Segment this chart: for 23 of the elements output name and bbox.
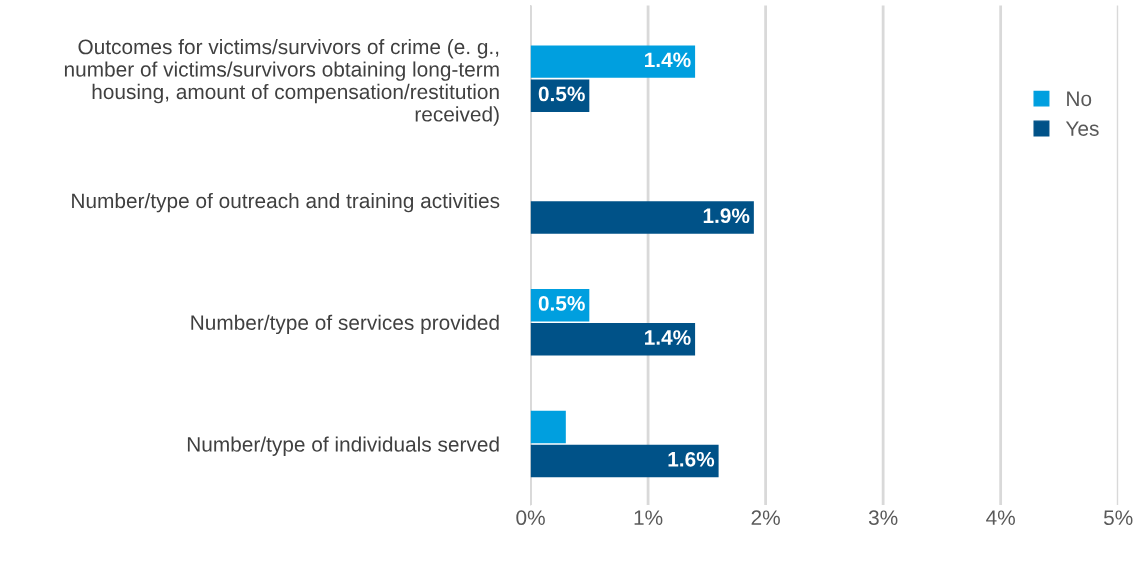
data-label: 0.5% [538, 296, 585, 311]
x-tick-label: 3% [868, 510, 898, 526]
y-tick-label: Number/type of services provided [191, 314, 499, 335]
bar [530, 444, 719, 478]
x-tick-label: 4% [986, 510, 1015, 525]
bar [530, 201, 754, 234]
legend-label: No [1067, 91, 1092, 107]
legend-label: Yes [1065, 121, 1099, 136]
bar [530, 323, 696, 356]
x-tick-label: 2% [751, 510, 780, 525]
y-tick-label: Outcomes for victims/survivors of crime (e. g., number of victims/survivors obtaining long-term housing, amount of compensation/restitution received) [64, 38, 499, 126]
x-tick-label: 1% [634, 510, 663, 525]
x-tick-label: 5% [1103, 510, 1133, 526]
data-label: 1.6% [668, 451, 715, 467]
data-label: 1.4% [645, 330, 691, 345]
bar [530, 410, 566, 444]
bar [530, 45, 696, 78]
x-tick-label: 0% [516, 510, 545, 526]
data-label: 1.9% [703, 208, 750, 224]
y-tick-label: Number/type of individuals served [187, 436, 499, 456]
data-label: 1.4% [645, 52, 691, 68]
y-tick-label: Number/type of outreach and training activities [72, 192, 500, 213]
data-label: 0.5% [538, 86, 585, 102]
